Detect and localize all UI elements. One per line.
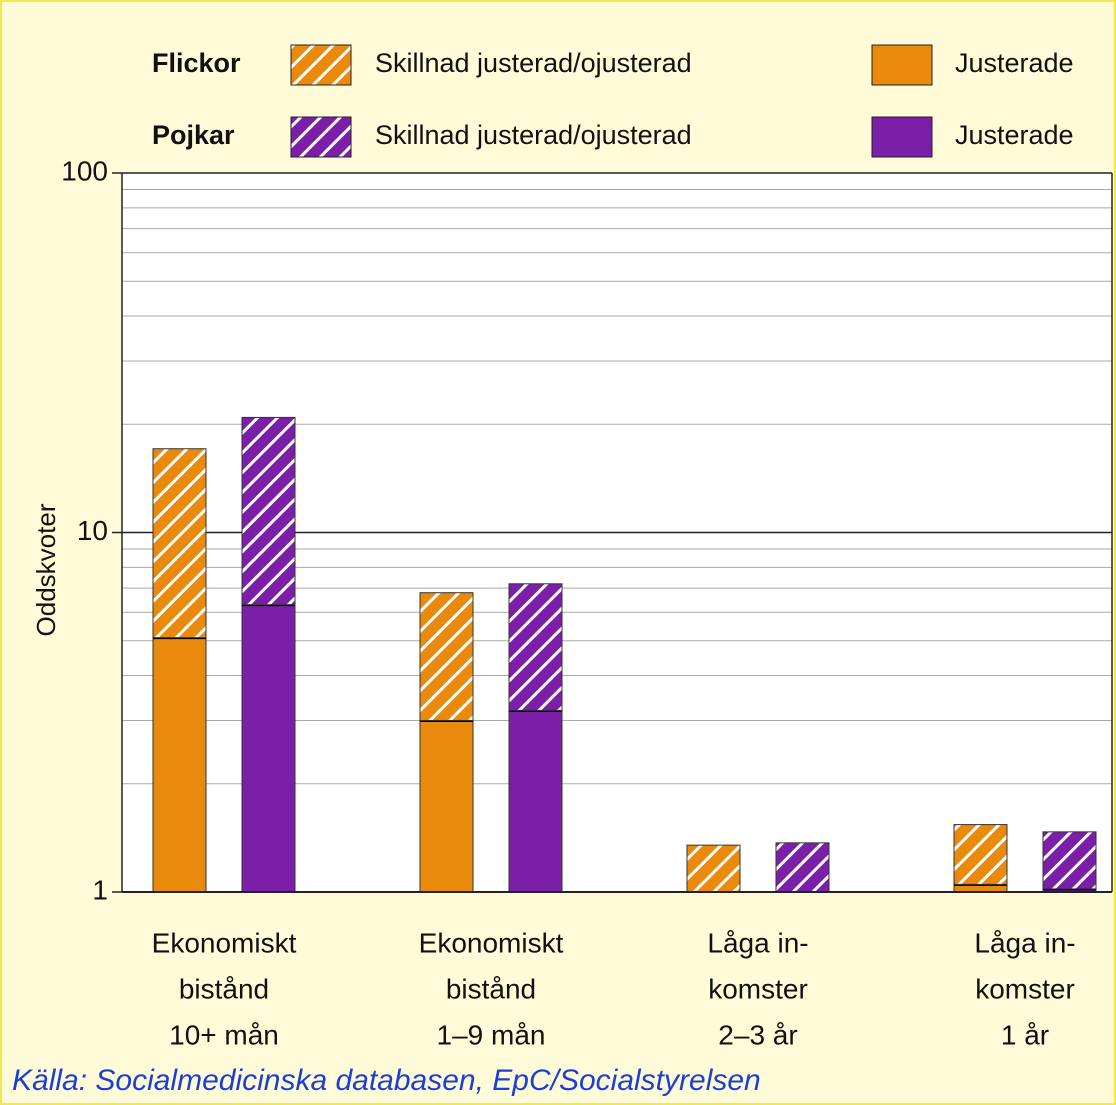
legend-swatch xyxy=(871,116,933,158)
x-tick-label: komster xyxy=(708,973,808,1004)
bar-segment xyxy=(419,592,474,721)
legend-group: Flickor xyxy=(152,48,241,78)
bar-segment xyxy=(508,709,563,893)
x-tick-label: 10+ mån xyxy=(169,1019,279,1050)
legend-label: Justerade xyxy=(955,48,1074,78)
legend-swatch xyxy=(290,44,352,86)
x-tick-label: Låga in- xyxy=(974,927,1075,958)
bar-segment xyxy=(419,719,474,893)
legend-group: Pojkar xyxy=(152,120,235,150)
legend-swatch xyxy=(290,116,352,158)
bar-segment xyxy=(241,604,296,893)
x-tick-label: Låga in- xyxy=(707,927,808,958)
bar-segment xyxy=(508,583,563,711)
legend-label: Skillnad justerad/ojusterad xyxy=(375,120,692,150)
x-tick-label: komster xyxy=(975,973,1075,1004)
bar-segment xyxy=(241,416,296,606)
x-tick-label: bistånd xyxy=(446,973,536,1004)
x-tick-label: 1 år xyxy=(1001,1019,1049,1050)
y-axis-label: Oddskvoter xyxy=(31,503,61,636)
y-tick-label: 10 xyxy=(77,515,108,546)
bar-segment xyxy=(686,844,741,893)
bar-segment xyxy=(775,842,830,893)
y-tick-label: 1 xyxy=(92,874,108,905)
source: Källa: Socialmedicinska databasen, EpC/S… xyxy=(12,1064,761,1097)
y-tick-label: 100 xyxy=(61,155,108,186)
bar-segment xyxy=(152,448,207,639)
bar-segment xyxy=(1042,831,1097,890)
legend-swatch xyxy=(871,44,933,86)
x-tick-label: bistånd xyxy=(179,973,269,1004)
legend-label: Justerade xyxy=(955,120,1074,150)
bar-segment xyxy=(152,637,207,893)
x-tick-label: Ekonomiskt xyxy=(419,927,564,958)
x-tick-label: 1–9 mån xyxy=(437,1019,546,1050)
x-tick-label: Ekonomiskt xyxy=(152,927,297,958)
x-tick-label: 2–3 år xyxy=(718,1019,797,1050)
bar-segment xyxy=(953,824,1008,885)
legend-label: Skillnad justerad/ojusterad xyxy=(375,48,692,78)
